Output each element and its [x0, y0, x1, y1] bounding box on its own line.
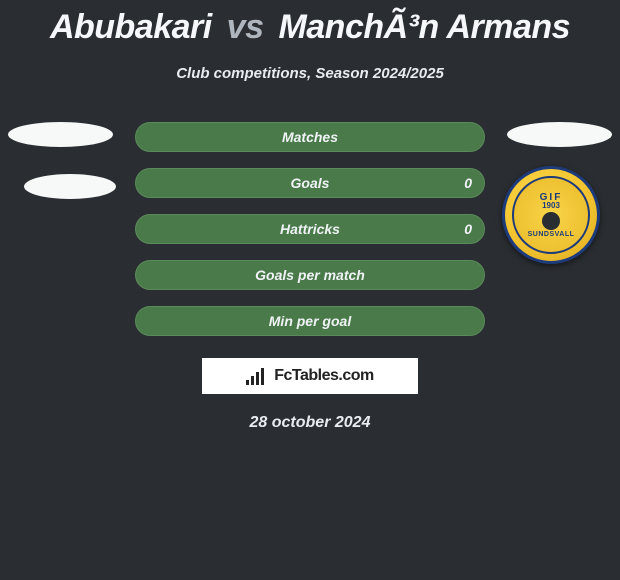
stat-value-right: 0 — [464, 175, 472, 191]
watermark-text: FcTables.com — [274, 367, 374, 385]
club-badge-inner: GIF 1903 SUNDSVALL — [512, 176, 590, 254]
right-placeholder-oval — [507, 122, 612, 147]
badge-bottom-text: SUNDSVALL — [528, 231, 575, 238]
stats-area: GIF 1903 SUNDSVALL Matches Goals 0 Hattr… — [0, 122, 620, 432]
bar-chart-icon — [246, 367, 268, 385]
subtitle-text: Club competitions, Season 2024/2025 — [0, 65, 620, 82]
watermark: FcTables.com — [202, 358, 418, 394]
stat-row: Goals per match — [135, 260, 485, 290]
stat-row: Goals 0 — [135, 168, 485, 198]
left-placeholder-oval-1 — [8, 122, 113, 147]
stat-label: Min per goal — [269, 313, 351, 329]
left-placeholder-oval-2 — [24, 174, 116, 199]
stat-label: Goals — [291, 175, 330, 191]
stat-bars: Matches Goals 0 Hattricks 0 Goals per ma… — [135, 122, 485, 336]
stat-label: Hattricks — [280, 221, 340, 237]
stat-label: Matches — [282, 129, 338, 145]
club-badge: GIF 1903 SUNDSVALL — [502, 166, 600, 264]
stat-row: Min per goal — [135, 306, 485, 336]
date-text: 28 october 2024 — [0, 414, 620, 432]
stat-label: Goals per match — [255, 267, 365, 283]
vs-separator: vs — [227, 8, 264, 46]
stat-row: Matches — [135, 122, 485, 152]
player1-name: Abubakari — [50, 8, 212, 46]
player2-name: ManchÃ³n Armans — [278, 8, 570, 46]
badge-year-text: 1903 — [542, 201, 560, 210]
badge-ball-icon — [542, 212, 560, 230]
stat-value-right: 0 — [464, 221, 472, 237]
stat-row: Hattricks 0 — [135, 214, 485, 244]
comparison-title: Abubakari vs ManchÃ³n Armans — [0, 0, 620, 47]
